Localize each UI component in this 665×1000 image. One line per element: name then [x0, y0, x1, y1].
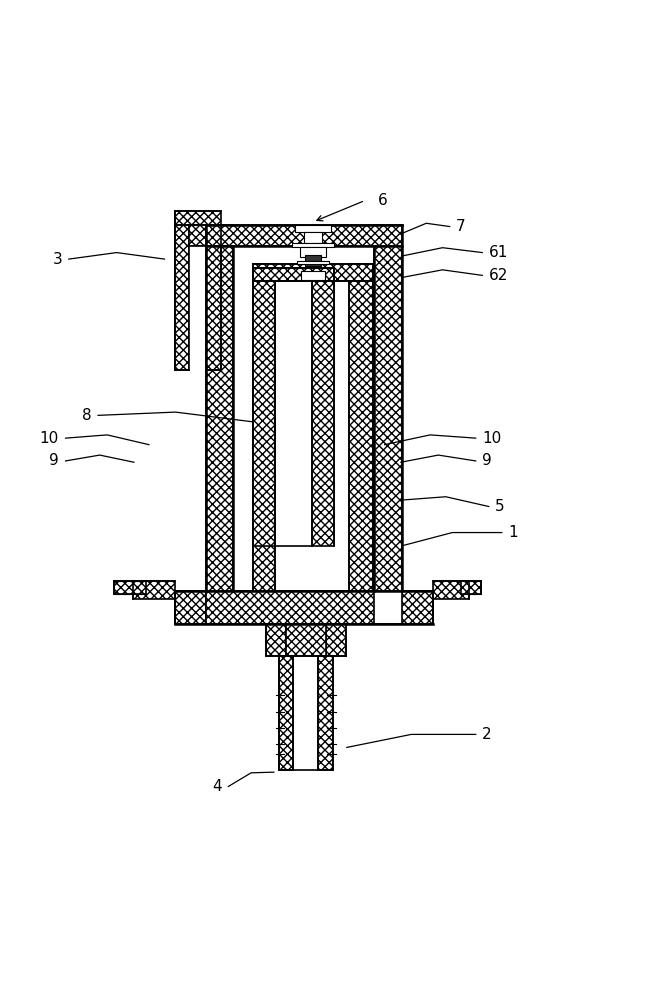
Bar	[295, 225, 331, 232]
Bar	[301, 271, 325, 280]
Bar	[279, 656, 293, 770]
Bar	[175, 591, 205, 624]
Bar	[300, 247, 326, 257]
Bar	[305, 255, 321, 266]
Bar	[253, 264, 373, 281]
Bar	[461, 581, 481, 594]
Bar	[114, 581, 146, 594]
Bar	[374, 225, 402, 591]
Bar	[190, 225, 205, 246]
Bar	[233, 246, 374, 591]
Bar	[434, 581, 469, 599]
Text: 9: 9	[49, 453, 59, 468]
Bar	[304, 232, 322, 243]
Bar	[132, 581, 175, 599]
Bar	[253, 268, 334, 281]
Text: 7: 7	[456, 219, 466, 234]
Bar	[326, 624, 346, 656]
Bar	[292, 243, 334, 247]
Text: 61: 61	[489, 245, 508, 260]
Bar	[205, 591, 374, 624]
Bar	[253, 268, 275, 546]
Text: 8: 8	[82, 408, 92, 423]
Text: 5: 5	[495, 499, 505, 514]
Bar	[205, 225, 233, 591]
Bar	[318, 656, 332, 770]
Bar	[275, 281, 312, 546]
Bar	[175, 211, 221, 225]
Bar	[293, 656, 318, 770]
Bar	[297, 261, 329, 264]
Bar	[275, 281, 349, 591]
Text: 3: 3	[53, 252, 63, 267]
Bar	[312, 268, 334, 546]
Bar	[205, 225, 402, 246]
Text: 9: 9	[482, 453, 492, 468]
Bar	[233, 246, 374, 591]
Bar	[253, 264, 275, 591]
Bar	[205, 246, 221, 370]
Text: 4: 4	[212, 779, 222, 794]
Bar	[402, 591, 434, 624]
Bar	[175, 211, 190, 370]
Text: 62: 62	[489, 268, 508, 283]
Text: 10: 10	[482, 431, 501, 446]
Bar	[286, 624, 326, 656]
Text: 2: 2	[482, 727, 492, 742]
Bar	[266, 624, 286, 656]
Bar	[349, 264, 373, 591]
Text: 6: 6	[378, 193, 388, 208]
Text: 10: 10	[40, 431, 59, 446]
Text: 1: 1	[508, 525, 518, 540]
Bar	[190, 246, 205, 370]
